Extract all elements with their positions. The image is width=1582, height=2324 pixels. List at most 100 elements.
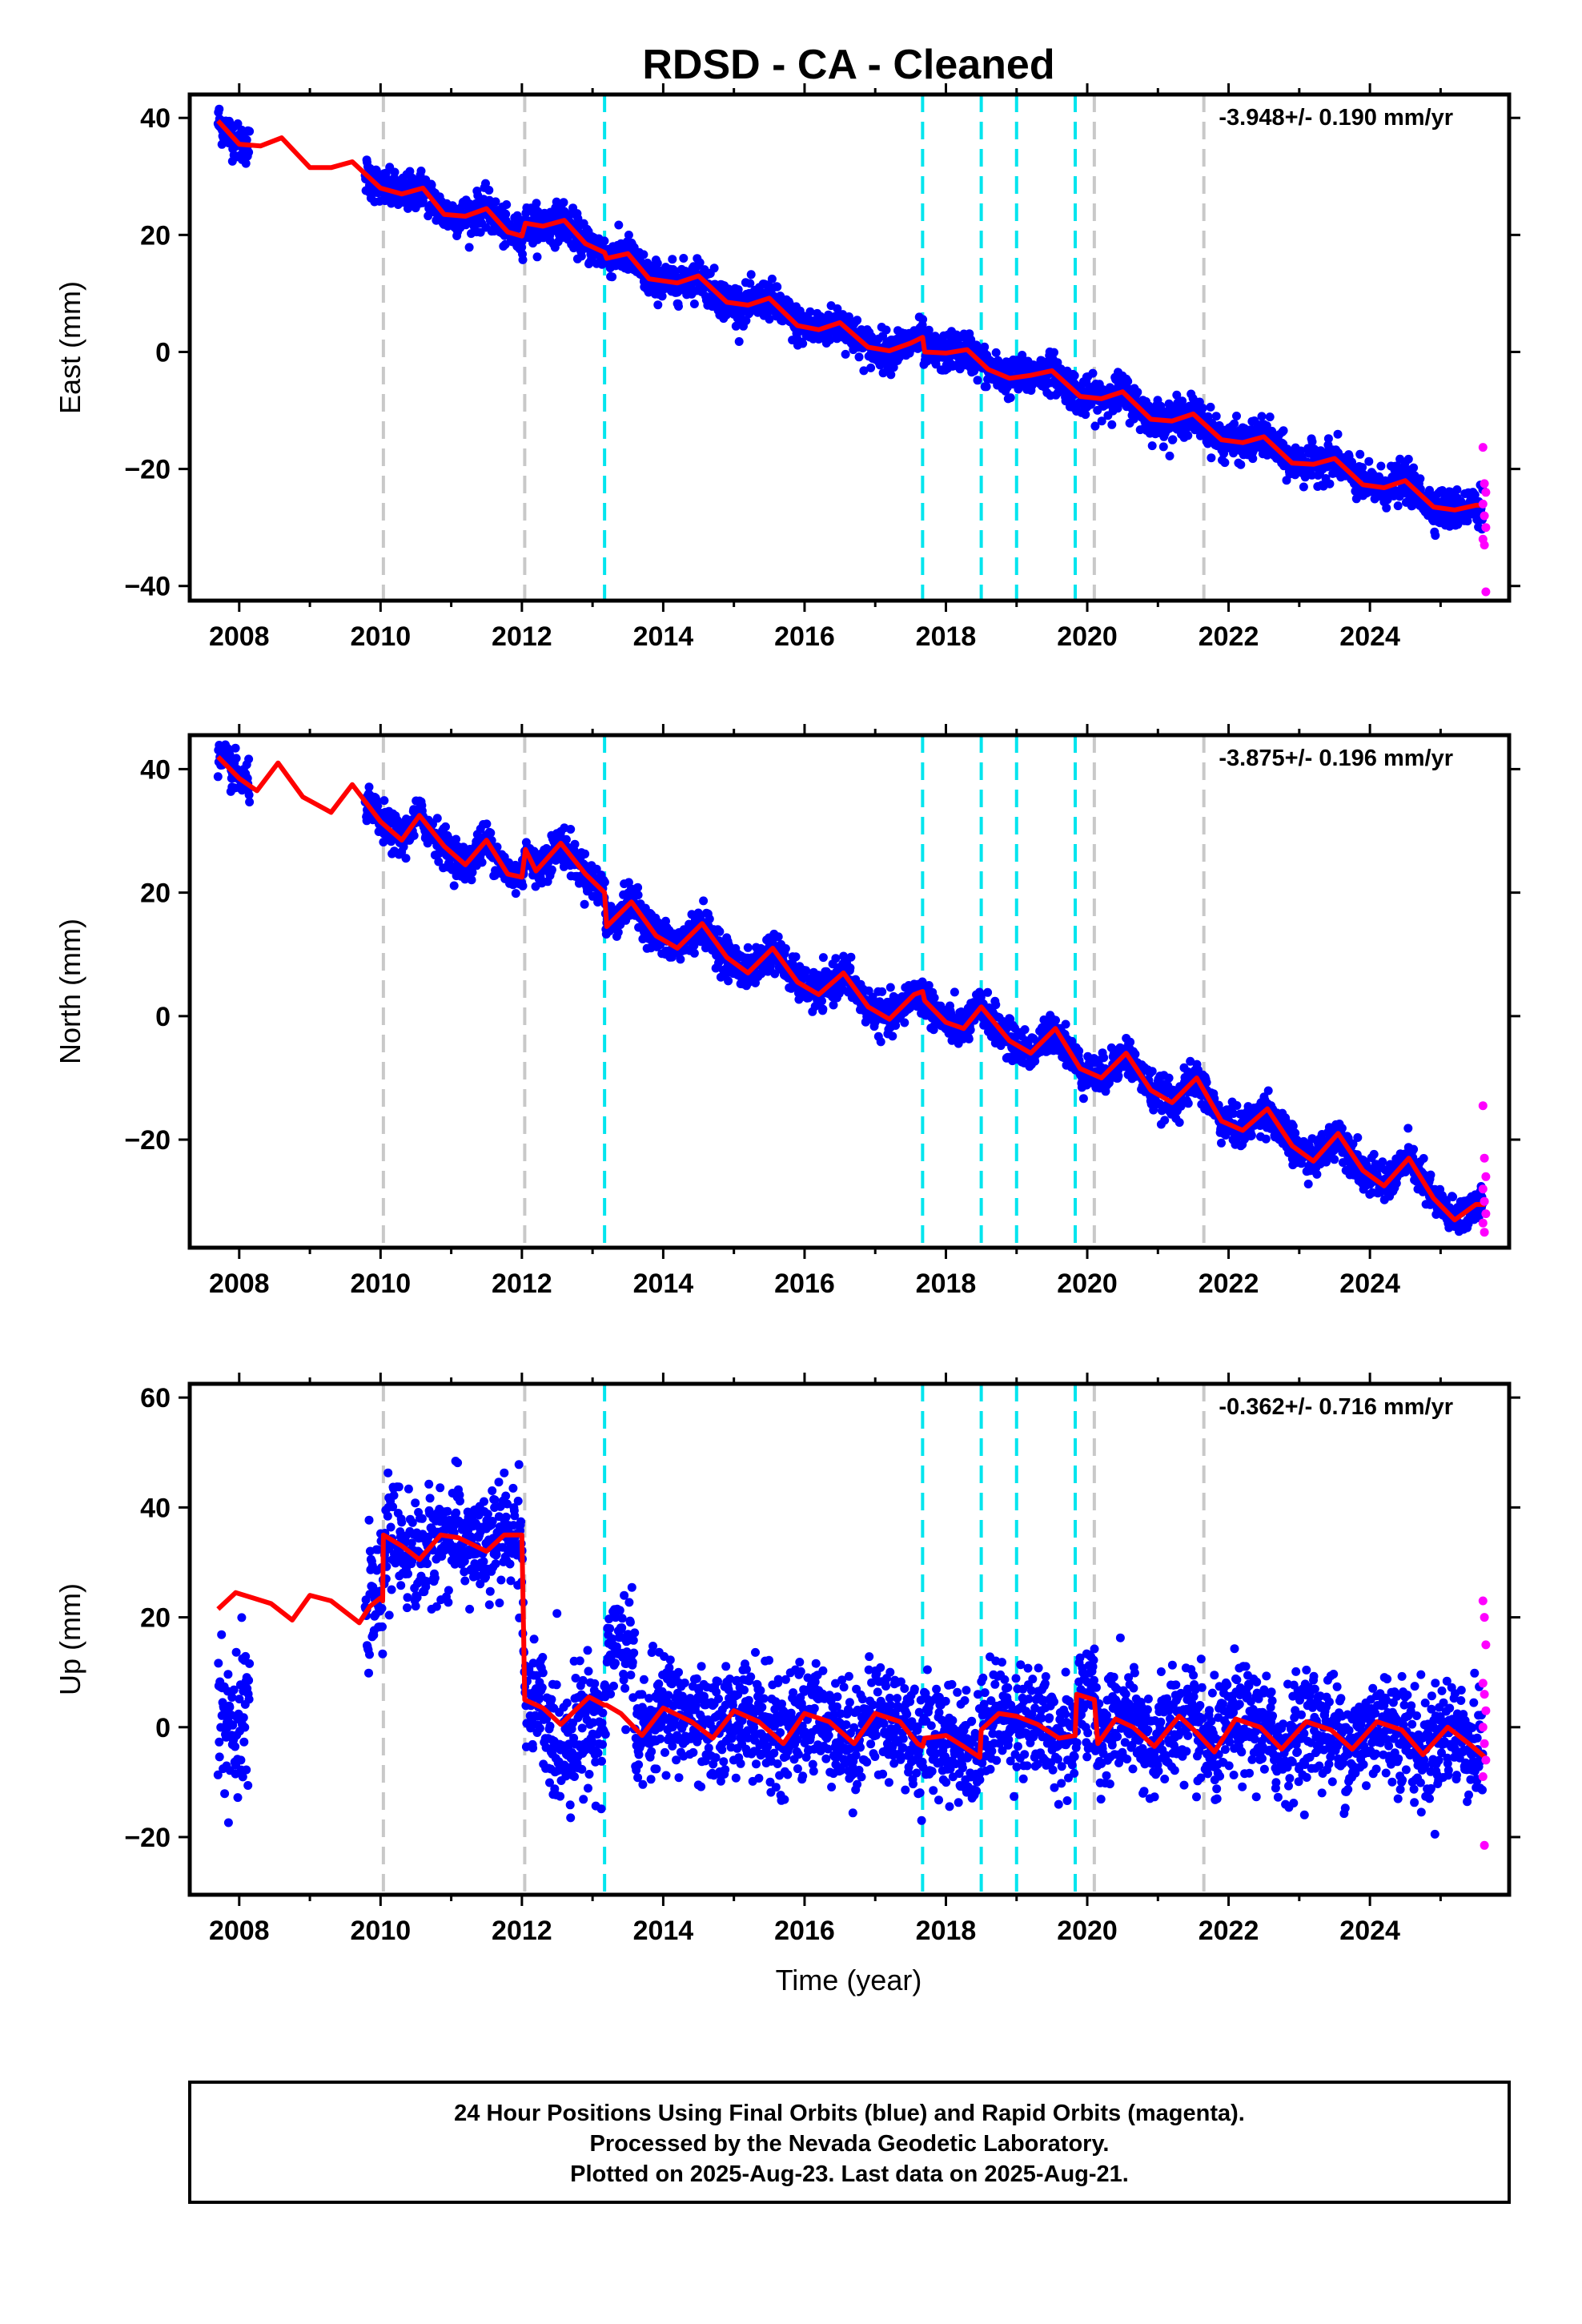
final-orbit-point [244,790,254,800]
final-orbit-point [390,167,400,177]
final-orbit-point [746,270,756,279]
final-orbit-point [600,878,609,887]
final-orbit-point [449,881,459,891]
final-orbit-point [699,896,709,906]
final-orbit-point [502,200,512,209]
final-orbit-point [614,220,624,230]
final-orbit-point [653,300,663,310]
final-orbit-point [379,796,389,806]
final-orbit-point [364,782,374,792]
final-orbit-point [652,259,662,268]
velocity-label: -3.948+/- 0.190 mm/yr [1219,105,1453,131]
x-tick-label: 2012 [492,621,552,652]
final-orbit-point [1415,474,1425,484]
final-orbit-point [846,952,856,962]
final-orbit-point [613,927,623,937]
final-orbit-point [468,867,477,877]
final-orbit-point [231,754,241,763]
final-orbit-point [1088,368,1098,378]
final-orbit-point [241,159,251,168]
rapid-orbit-points [1478,443,1491,597]
final-orbit-point [1123,376,1133,386]
final-orbit-point [991,1000,1001,1010]
final-orbit-point [1230,419,1239,428]
final-orbit-point [798,339,808,348]
final-orbit-point [405,167,415,176]
final-orbit-point [881,325,891,335]
final-orbit-point [845,963,855,973]
final-orbit-point [818,953,828,963]
final-orbit-point [1107,420,1117,429]
final-orbit-point [876,1037,885,1047]
final-orbit-point [1207,453,1216,463]
final-orbit-point [1364,456,1374,466]
final-orbit-point [233,119,243,128]
final-orbit-point [868,992,877,1002]
y-tick-label: 40 [140,103,171,134]
final-orbit-point [532,199,541,208]
rapid-orbit-point [1478,499,1488,509]
final-orbit-point [486,828,496,838]
final-orbit-point [1129,414,1138,424]
final-orbit-point [1206,402,1215,412]
final-orbit-point [891,1021,901,1030]
final-orbit-point [401,854,411,863]
final-orbit-point [841,349,850,359]
east-plot-area [213,94,1491,601]
final-orbit-point [639,250,648,259]
final-orbit-point [918,315,928,324]
y-axis-title: East (mm) [54,281,86,414]
final-orbit-point [1020,1025,1030,1035]
north-panel: 2008 2010 2012 2014 2016 2018 2020 2022 2024−200… [54,724,1520,1299]
final-orbit-point [1030,1056,1040,1066]
final-orbit-point [715,927,725,936]
final-orbit-point [1168,435,1178,444]
final-orbit-point [1061,1019,1070,1029]
final-orbit-point [866,363,876,372]
final-orbit-point [1265,412,1275,422]
final-orbit-point [592,864,601,874]
final-orbit-point [966,1025,975,1035]
final-orbit-point [245,798,255,806]
final-orbit-point [576,251,586,261]
final-orbit-point [409,830,419,840]
rapid-orbit-point [1481,488,1491,497]
final-orbit-point [1323,434,1333,444]
final-orbit-point [1431,531,1440,541]
final-orbit-point [689,300,699,308]
final-orbit-point [624,231,633,239]
final-orbit-point [695,258,705,267]
final-orbit-point [244,147,254,157]
final-orbit-point [950,987,959,997]
final-orbit-point [580,849,590,858]
final-orbit-point [1325,479,1335,489]
final-orbit-point [668,255,677,264]
final-orbit-point [511,889,520,899]
final-orbit-point [991,348,1001,357]
figure-title: RDSD - CA - Cleaned [642,42,1054,88]
final-orbit-point [1355,449,1365,459]
final-orbit-point [877,987,887,996]
final-orbit-point [1307,437,1317,446]
final-orbit-point [886,370,896,380]
final-orbit-point [709,263,719,273]
final-orbit-point [679,254,689,263]
final-orbit-point [888,1031,897,1041]
final-orbit-point [818,1004,828,1014]
final-orbit-point [924,981,934,990]
final-orbit-point [831,954,841,963]
final-orbit-point [1358,463,1367,472]
final-orbit-point [242,135,251,145]
final-orbit-point [477,858,487,867]
final-orbit-point [580,899,589,909]
final-orbit-point [741,316,751,325]
final-orbit-point [501,209,511,219]
final-orbit-point [674,302,683,311]
final-orbit-point [885,983,895,992]
rapid-orbit-point [1480,479,1489,489]
final-orbit-point [781,944,790,953]
final-orbit-point [1158,442,1168,452]
final-orbit-point [482,819,492,829]
final-orbit-point [853,316,862,325]
y-tick-label: −20 [124,455,171,485]
